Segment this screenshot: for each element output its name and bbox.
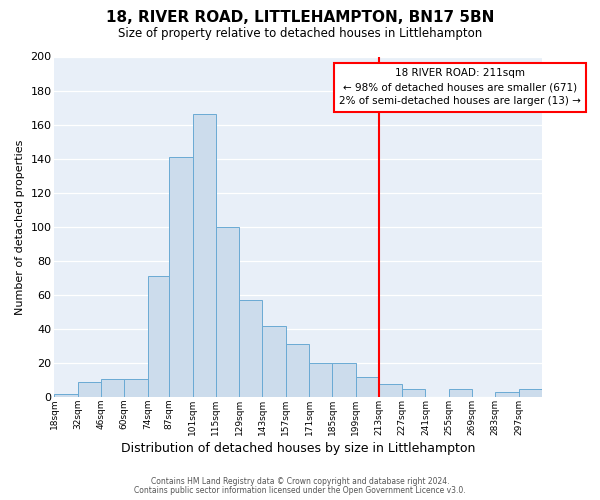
Bar bbox=[262, 326, 286, 398]
Bar bbox=[449, 389, 472, 398]
Bar bbox=[216, 227, 239, 398]
Bar bbox=[309, 363, 332, 398]
Text: Contains public sector information licensed under the Open Government Licence v3: Contains public sector information licen… bbox=[134, 486, 466, 495]
Text: 18 RIVER ROAD: 211sqm
← 98% of detached houses are smaller (671)
2% of semi-deta: 18 RIVER ROAD: 211sqm ← 98% of detached … bbox=[340, 68, 581, 106]
Text: Size of property relative to detached houses in Littlehampton: Size of property relative to detached ho… bbox=[118, 28, 482, 40]
Bar bbox=[495, 392, 518, 398]
Bar bbox=[379, 384, 402, 398]
Bar bbox=[101, 378, 124, 398]
X-axis label: Distribution of detached houses by size in Littlehampton: Distribution of detached houses by size … bbox=[121, 442, 475, 455]
Bar bbox=[55, 394, 78, 398]
Text: Contains HM Land Registry data © Crown copyright and database right 2024.: Contains HM Land Registry data © Crown c… bbox=[151, 478, 449, 486]
Bar bbox=[286, 344, 309, 398]
Bar bbox=[193, 114, 216, 398]
Bar bbox=[332, 363, 356, 398]
Bar bbox=[148, 276, 169, 398]
Text: 18, RIVER ROAD, LITTLEHAMPTON, BN17 5BN: 18, RIVER ROAD, LITTLEHAMPTON, BN17 5BN bbox=[106, 10, 494, 25]
Bar bbox=[402, 389, 425, 398]
Bar bbox=[356, 377, 379, 398]
Bar bbox=[239, 300, 262, 398]
Bar bbox=[78, 382, 101, 398]
Bar bbox=[124, 378, 148, 398]
Bar bbox=[518, 389, 542, 398]
Bar bbox=[169, 157, 193, 398]
Y-axis label: Number of detached properties: Number of detached properties bbox=[15, 139, 25, 314]
